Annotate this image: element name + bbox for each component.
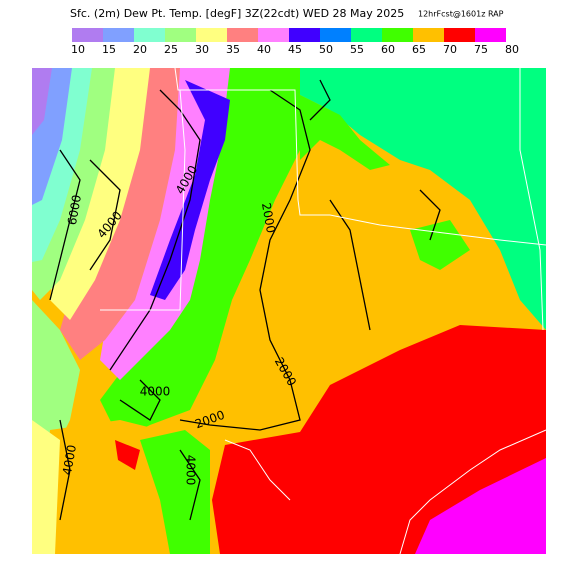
color-swatch — [289, 28, 320, 42]
contour-line — [329, 199, 371, 331]
contour-label: 6000 — [65, 194, 84, 227]
dewpoint-region — [115, 440, 140, 470]
color-swatch — [320, 28, 351, 42]
dewpoint-region — [230, 68, 546, 330]
colorbar-label: 70 — [443, 43, 457, 56]
colorbar-label: 45 — [288, 43, 302, 56]
dewpoint-region — [32, 68, 52, 135]
contour-line — [109, 89, 201, 371]
colorbar-label: 50 — [319, 43, 333, 56]
colorbar-label: 75 — [474, 43, 488, 56]
dewpoint-region — [212, 325, 546, 554]
colorbar-label: 60 — [381, 43, 395, 56]
colorbar-label: 15 — [102, 43, 116, 56]
contour-line — [49, 149, 81, 301]
contour-line — [179, 89, 311, 431]
color-swatch — [165, 28, 196, 42]
color-swatch — [351, 28, 382, 42]
dewpoint-region — [150, 80, 230, 300]
contour-label: 4000 — [140, 385, 171, 399]
dewpoint-region — [32, 300, 80, 460]
state-border — [399, 429, 547, 555]
colorbar: 10 15 20 25 30 35 40 45 50 55 60 65 70 75 80 — [71, 28, 519, 56]
contour-label: 2000 — [259, 202, 278, 235]
dewpoint-region — [415, 458, 546, 554]
state-border — [519, 68, 544, 331]
contour-line — [119, 379, 161, 421]
contour-line — [89, 159, 121, 271]
colorbar-label: 10 — [71, 43, 85, 56]
contour-line — [419, 189, 441, 241]
state-border — [174, 67, 547, 246]
color-swatch — [227, 28, 258, 42]
contour-line — [59, 419, 71, 521]
state-border — [100, 89, 186, 311]
color-swatch — [103, 28, 134, 42]
colorbar-label: 55 — [350, 43, 364, 56]
colorbar-label: 40 — [257, 43, 271, 56]
state-border — [224, 439, 291, 501]
color-swatch — [475, 28, 506, 42]
contour-line — [309, 79, 331, 121]
color-swatch — [134, 28, 165, 42]
dewpoint-region — [300, 95, 390, 170]
colorbar-label: 65 — [412, 43, 426, 56]
color-swatch — [413, 28, 444, 42]
colorbar-label: 25 — [164, 43, 178, 56]
color-swatch — [196, 28, 227, 42]
color-swatch — [382, 28, 413, 42]
colorbar-label: 20 — [133, 43, 147, 56]
contour-line — [179, 449, 201, 521]
subtitle: 12hrFcst@1601z RAP — [418, 10, 504, 19]
dewpoint-region — [410, 220, 470, 270]
title: Sfc. (2m) Dew Pt. Temp. [degF] 3Z(22cdt)… — [70, 7, 404, 20]
color-swatch — [72, 28, 103, 42]
color-swatch — [444, 28, 475, 42]
dewpoint-region — [140, 430, 210, 554]
color-swatch — [258, 28, 289, 42]
colorbar-label: 35 — [226, 43, 240, 56]
colorbar-label: 30 — [195, 43, 209, 56]
contour-label: 4000 — [184, 455, 198, 486]
contour-label: 4000 — [60, 444, 79, 477]
colorbar-label: 80 — [505, 43, 519, 56]
dewpoint-region — [32, 420, 60, 554]
